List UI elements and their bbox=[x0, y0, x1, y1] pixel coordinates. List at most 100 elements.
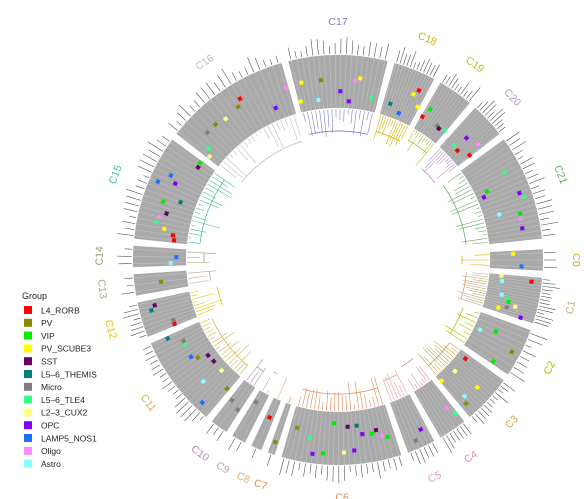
leaf-label-mark bbox=[410, 452, 414, 461]
leaf-label-mark bbox=[287, 47, 292, 60]
leaf-row bbox=[231, 84, 260, 131]
heatmap-sector bbox=[414, 379, 465, 438]
leaf-row bbox=[137, 217, 190, 229]
leaf-row bbox=[135, 229, 188, 238]
leaf-row bbox=[486, 214, 538, 227]
heatmap-cell bbox=[352, 448, 357, 453]
leaf-row bbox=[161, 337, 208, 365]
leaf-row bbox=[489, 274, 543, 280]
leaf-row bbox=[383, 64, 400, 116]
leaf-label-mark bbox=[541, 292, 551, 295]
dendrogram-branch bbox=[393, 381, 402, 398]
leaf-row bbox=[248, 75, 272, 124]
dendrogram-branch bbox=[366, 112, 369, 121]
leaf-label-mark bbox=[487, 401, 493, 408]
leaf-label-mark bbox=[126, 284, 134, 287]
leaf-label-mark bbox=[540, 221, 558, 226]
leaf-label-mark bbox=[178, 104, 191, 117]
dendrogram-arc bbox=[308, 130, 368, 135]
heatmap-cell bbox=[266, 414, 273, 421]
dendrogram-branch bbox=[384, 376, 395, 401]
leaf-row bbox=[141, 302, 193, 318]
leaf-row bbox=[485, 296, 538, 310]
dendrogram-branch bbox=[253, 367, 266, 386]
heatmap-sector bbox=[150, 321, 241, 418]
leaf-label-mark bbox=[147, 141, 164, 152]
dendrogram-branch bbox=[276, 122, 280, 130]
dendrogram-branch bbox=[446, 159, 452, 165]
dendrogram-branch bbox=[358, 110, 361, 120]
dendrogram-branch bbox=[193, 302, 205, 307]
leaf-row bbox=[301, 58, 312, 111]
leaf-label-mark bbox=[520, 157, 533, 165]
leaf-label-mark bbox=[351, 40, 354, 55]
leaf-label-mark bbox=[247, 57, 255, 73]
leaf-label-mark bbox=[355, 465, 357, 476]
leaf-label-mark bbox=[129, 216, 137, 219]
dendrogram-branch bbox=[446, 161, 454, 168]
cluster-c18 bbox=[373, 47, 440, 147]
leaf-label-mark bbox=[125, 202, 140, 207]
leaf-row bbox=[368, 59, 380, 112]
dendrogram-branch bbox=[317, 396, 321, 410]
chart-tracks bbox=[117, 37, 560, 484]
heatmap-cell bbox=[155, 179, 161, 185]
leaf-row bbox=[163, 151, 209, 180]
dendrogram-branch bbox=[239, 364, 249, 375]
heatmap-cell bbox=[152, 302, 158, 308]
leaf-row bbox=[133, 249, 187, 253]
leaf-row bbox=[151, 323, 200, 346]
leaf-row bbox=[415, 390, 443, 437]
leaf-row bbox=[423, 90, 455, 135]
dendrogram-branch bbox=[247, 138, 252, 144]
leaf-row bbox=[339, 55, 341, 109]
dendrogram-branch bbox=[363, 394, 368, 409]
cluster-label-c6: C6 bbox=[335, 492, 349, 499]
leaf-label-mark bbox=[542, 234, 555, 237]
leaf-row bbox=[350, 411, 356, 465]
dendrogram-branch bbox=[191, 294, 198, 297]
leaf-label-mark bbox=[173, 389, 179, 395]
leaf-row bbox=[136, 223, 189, 234]
leaf-row bbox=[479, 314, 530, 334]
leaf-label-mark bbox=[139, 159, 155, 168]
leaf-label-mark bbox=[266, 454, 272, 466]
dendrogram-branch bbox=[443, 345, 456, 356]
dendrogram-branch bbox=[353, 110, 357, 135]
dendrogram-arc bbox=[375, 131, 401, 142]
leaf-label-mark bbox=[322, 40, 325, 55]
leaf-row bbox=[391, 67, 410, 118]
leaf-row bbox=[479, 183, 529, 204]
leaf-row bbox=[446, 116, 485, 154]
dendrogram-branch bbox=[223, 350, 233, 359]
leaf-label-mark bbox=[310, 39, 314, 56]
leaf-label-mark bbox=[316, 39, 319, 55]
heatmap-cell bbox=[496, 212, 502, 217]
dendrogram-branch bbox=[345, 395, 348, 411]
dendrogram-branch bbox=[298, 396, 302, 406]
heatmap-cell bbox=[168, 260, 173, 265]
dendrogram-branch bbox=[223, 161, 243, 178]
heatmap-cell bbox=[174, 255, 179, 260]
dendrogram-branch bbox=[421, 378, 426, 384]
leaf-row bbox=[475, 174, 525, 197]
cluster-label-c3: C3 bbox=[503, 413, 521, 431]
heatmap-cell bbox=[452, 410, 459, 417]
leaf-row bbox=[378, 406, 394, 458]
dendrogram-branch bbox=[204, 326, 211, 331]
leaf-label-mark bbox=[244, 67, 249, 75]
leaf-row bbox=[333, 411, 335, 465]
leaf-row bbox=[488, 284, 541, 293]
heatmap-cell bbox=[210, 358, 217, 365]
heatmap-cell bbox=[461, 393, 468, 400]
leaf-row bbox=[272, 65, 290, 117]
leaf-row bbox=[404, 396, 429, 445]
leaf-row bbox=[372, 60, 386, 113]
leaf-label-mark bbox=[291, 461, 295, 477]
dendrogram-branch bbox=[417, 135, 424, 145]
heatmap-cell bbox=[235, 104, 241, 110]
leaf-row bbox=[453, 126, 494, 162]
leaf-label-mark bbox=[478, 410, 487, 420]
leaf-label-mark bbox=[442, 74, 448, 83]
leaf-label-mark bbox=[432, 64, 440, 78]
